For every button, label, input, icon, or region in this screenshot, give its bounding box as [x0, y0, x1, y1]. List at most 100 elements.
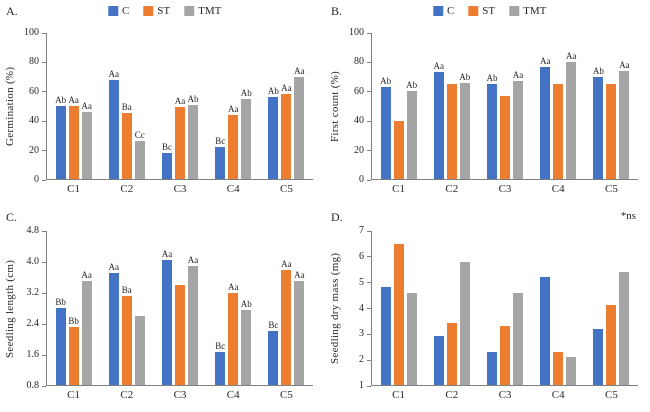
significance-label: Aa: [108, 262, 120, 273]
significance-label: Bb: [68, 316, 79, 327]
bar-slot: Cc: [134, 33, 145, 179]
y-tick-mark: [367, 308, 371, 309]
bar-slot: Aa: [109, 33, 119, 179]
bar-st: [175, 107, 185, 179]
significance-label: Cc: [134, 130, 145, 141]
x-tick-label: C2: [445, 183, 459, 195]
bar-tmt: [619, 272, 630, 385]
significance-label: Ba: [121, 102, 132, 113]
significance-label: Ab: [267, 86, 279, 97]
bar-c: [55, 106, 66, 179]
bar-c: [380, 287, 391, 385]
y-tick-mark: [42, 385, 46, 387]
y-axis-title: Seedling dry mass (mg): [329, 252, 341, 365]
bar-group: Ab Aa Aa: [47, 33, 100, 179]
plot-area: Ab Ab Aa Ab Ab Aa Aa Aa Ab Aa: [371, 33, 638, 180]
bar-st: [393, 243, 404, 385]
y-tick-mark: [367, 282, 371, 284]
bar-tmt: [241, 309, 252, 385]
y-tick-label: 1.6: [26, 349, 40, 360]
bar-slot: Aa: [81, 33, 92, 179]
x-tick-label: C5: [604, 389, 618, 401]
y-tick-label: 2: [359, 354, 364, 366]
legend-item: ST: [143, 5, 170, 17]
bar-slot: [606, 231, 617, 385]
panel-label: C.: [6, 210, 18, 224]
bar-slot: Ba: [121, 33, 132, 179]
bar-c: [540, 277, 551, 385]
bar-st: [393, 120, 404, 179]
y-axis-spacer: [344, 386, 371, 406]
bar-st: [606, 84, 617, 179]
y-tick-label: 100: [349, 27, 364, 38]
x-tick-label: C3: [498, 389, 512, 401]
y-tick-mark: [367, 230, 371, 232]
bar-st: [446, 84, 457, 179]
bar-slot: Aa: [81, 231, 92, 385]
panel-label: A.: [6, 4, 18, 18]
legend-label: C: [121, 5, 130, 17]
bar-slot: [175, 231, 185, 385]
y-tick-label: 40: [29, 115, 39, 127]
significance-label: Aa: [433, 61, 445, 72]
significance-label: Ab: [240, 298, 252, 309]
x-tick-label: C1: [392, 183, 406, 195]
y-tick-mark: [367, 120, 371, 122]
bar-c: [593, 76, 604, 179]
legend: C ST TMT: [107, 5, 221, 17]
bar-c: [55, 308, 66, 385]
x-tick-label: C5: [279, 183, 293, 195]
y-axis-title: First count (%): [329, 70, 341, 143]
bar-st: [121, 296, 132, 385]
significance-label: Bb: [55, 297, 66, 307]
bar-slot: Ab: [55, 33, 67, 179]
bar-group: [372, 231, 425, 385]
y-axis: 1 2 3 4 5 6 7: [344, 226, 371, 406]
significance-label: Ab: [380, 76, 392, 87]
significance-label: Ab: [240, 87, 252, 98]
x-tick-label: C2: [120, 389, 134, 401]
bar-group: Aa Aa: [153, 231, 206, 385]
y-tick-label: 4: [359, 302, 364, 314]
significance-label: Aa: [161, 248, 173, 259]
y-tick-label: 6: [359, 250, 364, 262]
bar-group: Bc Aa Ab: [207, 231, 260, 385]
y-tick-mark: [367, 333, 371, 335]
bar-slot: Aa: [188, 231, 198, 385]
y-axis-spacer: [344, 180, 371, 200]
y-tick-mark: [367, 32, 371, 34]
bar-slot: Bc: [215, 33, 226, 179]
legend-swatch: [509, 6, 520, 16]
x-tick-label: C2: [120, 183, 134, 195]
plot-area: Bb Bb Aa Aa Ba Aa Aa Bc Aa Ab Bc Aa Aa: [46, 231, 313, 386]
bar-slot: [566, 231, 577, 385]
bar-st: [553, 351, 564, 385]
bar-tmt: [619, 70, 630, 179]
bar-st: [68, 327, 79, 385]
legend-label: TMT: [523, 5, 547, 17]
bar-group: [532, 231, 585, 385]
significance-label: Ab: [55, 95, 67, 105]
bar-c: [268, 97, 279, 179]
bar-group: Bc Aa Ab: [153, 33, 206, 179]
significance-label: Aa: [227, 103, 239, 114]
y-tick-label: 100: [24, 27, 39, 38]
bar-st: [228, 292, 239, 385]
bar-group: [478, 231, 531, 385]
x-tick-label: C4: [226, 389, 240, 401]
y-tick-label: 3.2: [26, 287, 40, 298]
bar-slot: Bb: [55, 231, 66, 385]
bar-slot: [446, 33, 457, 179]
significance-label: Aa: [81, 100, 92, 111]
legend-swatch: [468, 6, 479, 16]
bar-slot: Aa: [228, 33, 238, 179]
y-tick-label: 4.8: [26, 225, 40, 236]
bar-slot: [134, 231, 145, 385]
bar-group: Aa Ba Cc: [100, 33, 153, 179]
y-tick-mark: [42, 91, 46, 93]
bar-slot: Ab: [188, 33, 199, 179]
legend-label: TMT: [198, 5, 222, 17]
legend-item: TMT: [184, 5, 221, 17]
y-tick-mark: [367, 179, 371, 181]
x-tick-label: C3: [173, 389, 187, 401]
